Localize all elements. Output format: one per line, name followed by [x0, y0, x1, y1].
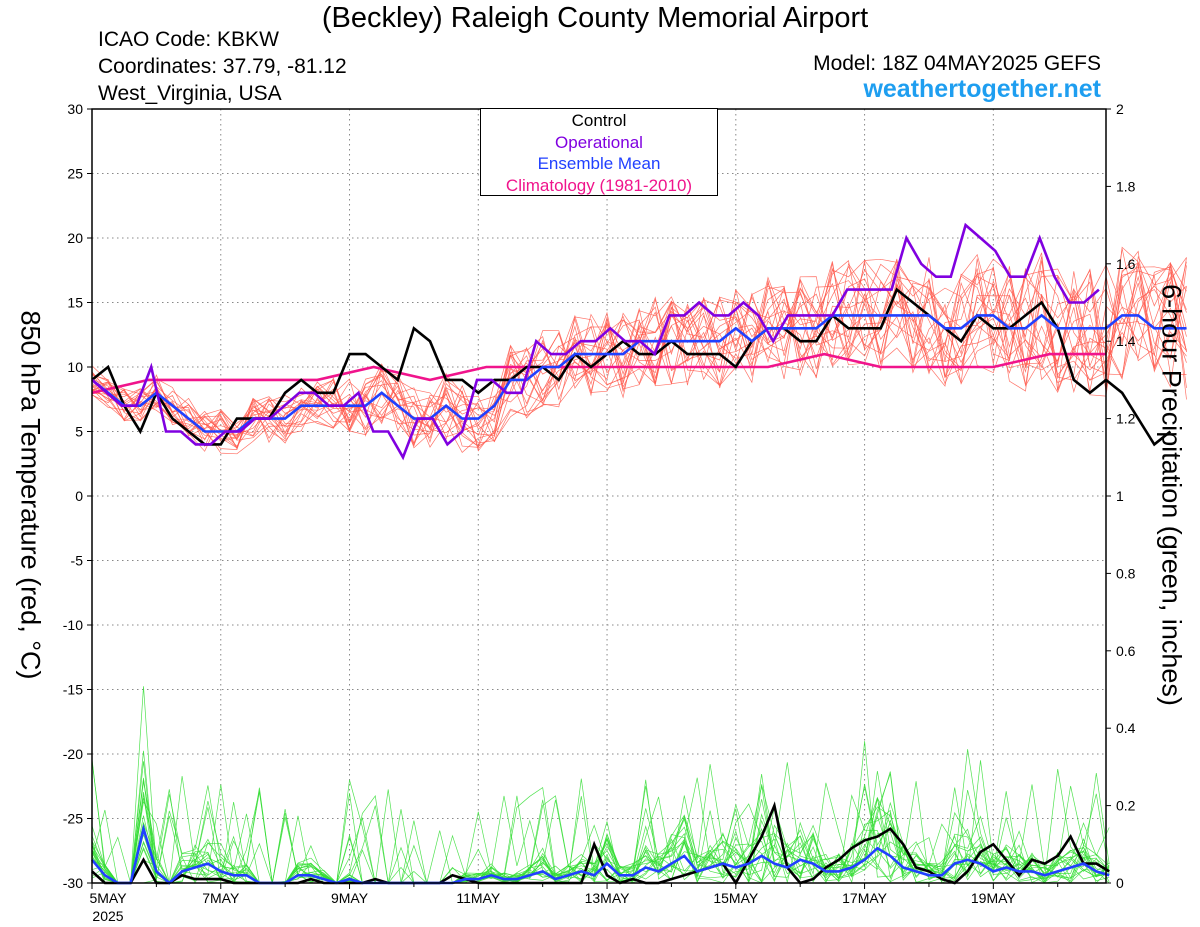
- x-tick-label: 9MAY: [331, 890, 369, 906]
- model-run: Model: 18Z 04MAY2025 GEFS: [813, 52, 1101, 75]
- y2-tick-label: 0.4: [1116, 720, 1136, 736]
- x-tick-label: 7MAY: [202, 890, 240, 906]
- temperature-member-line: [91, 261, 1187, 440]
- y2-tick-label: 1.6: [1116, 256, 1136, 272]
- y-tick-label: -5: [71, 553, 84, 569]
- region: West_Virginia, USA: [98, 82, 282, 105]
- y2-tick-label: 1.2: [1116, 411, 1136, 427]
- y-tick-label: 25: [67, 166, 83, 182]
- main-series: [91, 222, 1187, 886]
- y2-tick-label: 0: [1116, 875, 1124, 891]
- temperature-member-line: [91, 255, 1187, 442]
- y-tick-label: 20: [67, 230, 83, 246]
- coordinates: Coordinates: 37.79, -81.12: [98, 55, 347, 78]
- plot-frame: [91, 108, 1107, 884]
- temperature-member-line: [91, 261, 1187, 452]
- temperature-member-line: [91, 261, 1187, 450]
- legend-climatology: Climatology (1981-2010): [505, 175, 693, 195]
- y-tick-label: 0: [75, 488, 83, 504]
- axis-ticks: 302520151050-5-10-15-20-25-3021.81.61.41…: [63, 101, 1136, 924]
- website-link[interactable]: weathertogether.net: [863, 75, 1101, 103]
- y2-tick-label: 1.8: [1116, 178, 1136, 194]
- x-tick-label: 5MAY: [89, 890, 127, 906]
- x-tick-label: 11MAY: [456, 890, 500, 906]
- legend: Control Operational Ensemble Mean Climat…: [480, 108, 718, 196]
- y2-tick-label: 1: [1116, 488, 1124, 504]
- y2-tick-label: 1.4: [1116, 333, 1136, 349]
- y-tick-label: -30: [63, 875, 83, 891]
- operational-line: [91, 222, 1100, 461]
- y2-tick-label: 0.8: [1116, 565, 1136, 581]
- temperature-member-line: [91, 250, 1187, 444]
- temperature-member-line: [91, 266, 1187, 455]
- x-tick-label: 15MAY: [713, 890, 759, 906]
- legend-ensemble-mean: Ensemble Mean: [537, 154, 661, 173]
- y-tick-label: -10: [63, 617, 83, 633]
- temperature-member-line: [91, 269, 1187, 445]
- chart-title: (Beckley) Raleigh County Memorial Airpor…: [321, 2, 869, 34]
- y-tick-label: -25: [63, 811, 83, 827]
- legend-operational: Operational: [555, 132, 643, 152]
- y2-tick-label: 0.6: [1116, 643, 1136, 659]
- y-tick-label: 30: [67, 101, 83, 117]
- x-tick-label: 13MAY: [585, 890, 631, 906]
- climatology-line: [91, 352, 1106, 395]
- y-axis-label-left: 850 hPa Temperature (red, °C): [15, 310, 46, 680]
- precipitation-member-line: [91, 795, 1110, 884]
- y2-tick-label: 0.2: [1116, 798, 1136, 814]
- y-tick-label: 5: [75, 424, 83, 440]
- legend-control: Control: [571, 111, 627, 130]
- x-year-label: 2025: [92, 908, 123, 924]
- y-tick-label: -15: [63, 682, 83, 698]
- y2-tick-label: 2: [1116, 101, 1124, 117]
- precipitation-members: [91, 686, 1110, 885]
- temperature-members: [91, 246, 1187, 455]
- grid-lines: [92, 109, 1106, 883]
- y-axis-label-right: 6-hour Precipitation (green, inches): [1156, 284, 1187, 706]
- y-tick-label: -20: [63, 746, 83, 762]
- icao-code: ICAO Code: KBKW: [98, 28, 279, 51]
- x-tick-label: 17MAY: [842, 890, 888, 906]
- y-tick-label: 10: [67, 359, 83, 375]
- x-tick-label: 19MAY: [971, 890, 1017, 906]
- temperature-member-line: [91, 258, 1187, 430]
- y-tick-label: 15: [67, 295, 83, 311]
